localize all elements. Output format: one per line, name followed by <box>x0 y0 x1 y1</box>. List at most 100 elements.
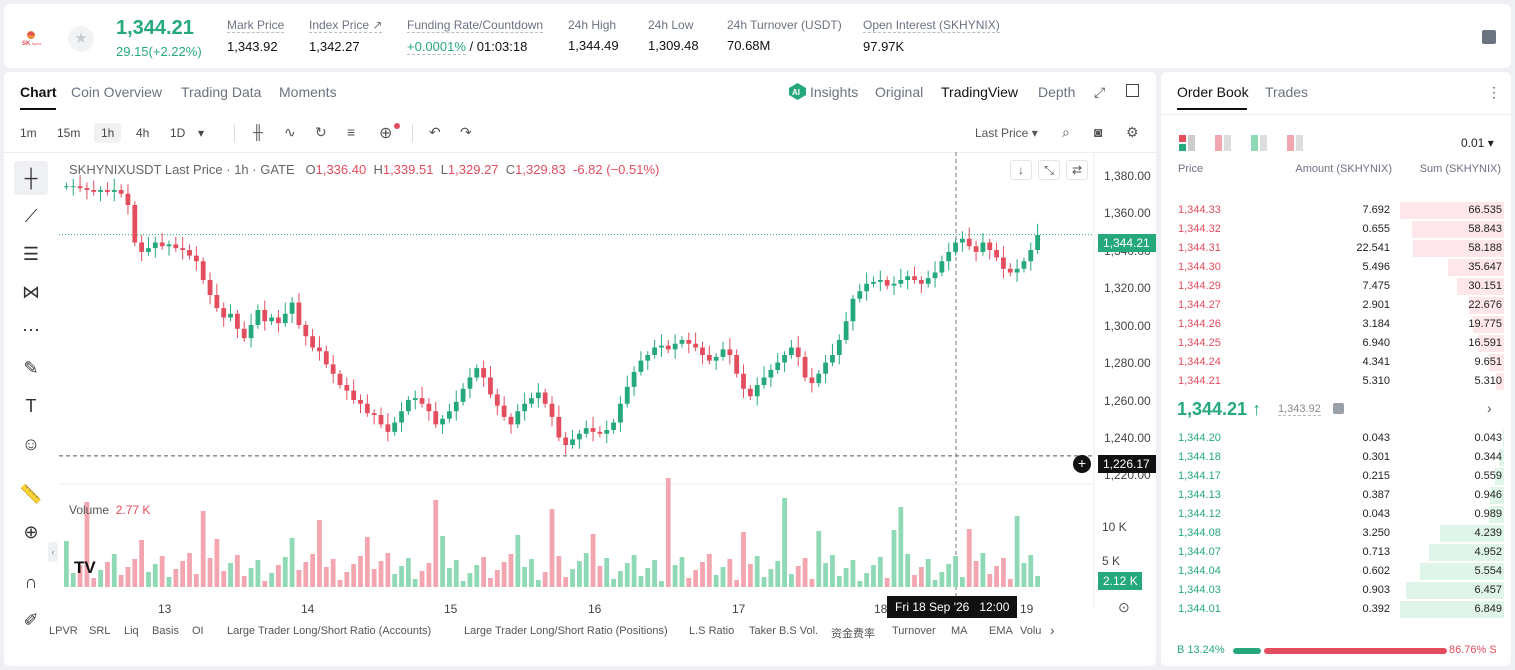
horizontal-lines-tool-icon[interactable]: ☰ <box>22 243 40 264</box>
add-order-icon[interactable]: + <box>1073 455 1091 473</box>
view-grouped-icon[interactable] <box>1287 135 1303 156</box>
templates-icon[interactable]: ≡ <box>347 124 356 140</box>
indicator-tab[interactable]: Turnover <box>892 625 936 637</box>
bid-row[interactable]: 1,344.04 0.602 5.554 <box>1174 562 1504 581</box>
tf-15m[interactable]: 15m <box>57 126 81 140</box>
view-asks-icon[interactable] <box>1215 135 1231 156</box>
chevron-down-icon[interactable]: ▾ <box>198 126 205 140</box>
more-menu-icon[interactable]: ⋮ <box>1487 84 1501 100</box>
text-tool-icon[interactable]: T <box>25 395 37 416</box>
collapse-toolbar-button[interactable]: ‹ <box>48 542 58 562</box>
indicator-tab[interactable]: Liq <box>124 625 139 637</box>
row-price: 1,344.26 <box>1178 318 1221 330</box>
ask-row[interactable]: 1,344.33 7.692 66.535 <box>1174 201 1504 220</box>
chevron-right-icon[interactable]: › <box>1050 622 1055 638</box>
buy-ratio-fill <box>1233 648 1261 654</box>
ask-row[interactable]: 1,344.30 5.496 35.647 <box>1174 258 1504 277</box>
ask-row[interactable]: 1,344.29 7.475 30.151 <box>1174 277 1504 296</box>
candle-body <box>754 385 760 397</box>
fullscreen-icon[interactable]: ⤢ <box>1094 84 1106 100</box>
pencil-lock-icon[interactable]: ✐ <box>23 609 39 630</box>
tab-moments[interactable]: Moments <box>279 84 337 100</box>
crosshair-tool-icon[interactable]: ┼ <box>14 161 48 195</box>
tab-tradingview[interactable]: TradingView <box>941 84 1019 100</box>
candles-icon[interactable]: ╫ <box>253 124 263 140</box>
favorite-star-icon[interactable]: ★ <box>68 26 94 52</box>
ask-row[interactable]: 1,344.24 4.341 9.651 <box>1174 353 1504 372</box>
search-icon[interactable]: ⌕ <box>1062 124 1070 140</box>
undo-icon[interactable]: ↶ <box>429 124 441 140</box>
tab-original[interactable]: Original <box>875 84 924 100</box>
indicator-tab[interactable]: Basis <box>152 625 179 637</box>
bid-row[interactable]: 1,344.17 0.215 0.559 <box>1174 467 1504 486</box>
pattern-tool-icon[interactable]: ⋈ <box>22 281 40 302</box>
indicator-tab[interactable]: 资金费率 <box>831 628 875 640</box>
tf-1d[interactable]: 1D <box>170 126 186 140</box>
compare-icon[interactable]: ↻ <box>315 124 327 140</box>
book-icon[interactable] <box>1482 30 1496 44</box>
indicator-tab[interactable]: Volu <box>1020 625 1042 637</box>
bid-row[interactable]: 1,344.20 0.043 0.043 <box>1174 429 1504 448</box>
candle-body <box>529 398 534 404</box>
tab-order-book[interactable]: Order Book <box>1177 84 1249 100</box>
ask-row[interactable]: 1,344.31 22.541 58.188 <box>1174 239 1504 258</box>
tf-4h[interactable]: 4h <box>136 126 150 140</box>
ask-row[interactable]: 1,344.26 3.184 19.775 <box>1174 315 1504 334</box>
tab-trades[interactable]: Trades <box>1265 84 1309 100</box>
indicator-tab[interactable]: EMA <box>989 625 1013 637</box>
tab-chart[interactable]: Chart <box>20 84 57 100</box>
indicator-tab[interactable]: SRL <box>89 625 111 637</box>
tab-coin-overview[interactable]: Coin Overview <box>71 84 163 100</box>
chart-settings-icon[interactable]: ⊙ <box>1118 599 1130 615</box>
zoom-in-tool-icon[interactable]: ⊕ <box>23 521 39 542</box>
candle-body <box>447 411 452 419</box>
bid-row[interactable]: 1,344.08 3.250 4.239 <box>1174 524 1504 543</box>
trend-line-tool-icon[interactable]: ⟋ <box>24 205 38 226</box>
row-price: 1,344.04 <box>1178 565 1221 577</box>
precision-select[interactable]: 0.01 ▾ <box>1461 136 1494 150</box>
bid-row[interactable]: 1,344.18 0.301 0.344 <box>1174 448 1504 467</box>
ruler-tool-icon[interactable]: 📏 <box>19 483 43 504</box>
scroll-down-icon[interactable]: ↓ <box>1010 160 1032 180</box>
settings-gear-icon[interactable]: ⚙ <box>1126 124 1139 140</box>
indicator-tab[interactable]: OI <box>192 625 204 637</box>
stat-index-price[interactable]: Index Price ↗ 1,342.27 <box>309 18 383 54</box>
ask-row[interactable]: 1,344.25 6.940 16.591 <box>1174 334 1504 353</box>
camera-icon[interactable]: ◙ <box>1094 124 1103 140</box>
tab-trading-data[interactable]: Trading Data <box>181 84 262 100</box>
window-icon[interactable] <box>1126 84 1139 97</box>
indicator-tab[interactable]: MA <box>951 625 968 637</box>
bid-row[interactable]: 1,344.01 0.392 6.849 <box>1174 600 1504 619</box>
bid-row[interactable]: 1,344.13 0.387 0.946 <box>1174 486 1504 505</box>
view-bids-icon[interactable] <box>1251 135 1267 156</box>
tab-insights[interactable]: Insights <box>810 84 859 100</box>
indicator-tab[interactable]: Taker B.S Vol. <box>749 625 819 637</box>
redo-icon[interactable]: ↷ <box>460 124 472 140</box>
ask-row[interactable]: 1,344.21 5.310 5.310 <box>1174 372 1504 391</box>
fib-tool-icon[interactable]: ⋯ <box>22 319 40 340</box>
view-both-icon[interactable] <box>1179 135 1195 156</box>
chevron-right-icon[interactable]: › <box>1487 400 1492 416</box>
indicator-tab[interactable]: Large Trader Long/Short Ratio (Positions… <box>464 625 668 637</box>
swap-icon[interactable]: ⇄ <box>1066 160 1088 180</box>
bid-row[interactable]: 1,344.03 0.903 6.457 <box>1174 581 1504 600</box>
bid-row[interactable]: 1,344.12 0.043 0.989 <box>1174 505 1504 524</box>
candle-body <box>193 255 199 262</box>
indicator-tab[interactable]: LPVR <box>49 625 78 637</box>
ask-row[interactable]: 1,344.32 0.655 58.843 <box>1174 220 1504 239</box>
candlestick-chart[interactable] <box>59 152 1156 607</box>
indicators-icon[interactable]: ∿ <box>284 124 296 140</box>
ask-row[interactable]: 1,344.27 2.901 22.676 <box>1174 296 1504 315</box>
add-alert-icon[interactable]: ⊕ <box>379 125 393 142</box>
last-price-select[interactable]: Last Price ▾ <box>975 126 1038 140</box>
indicator-tab[interactable]: L.S Ratio <box>689 625 735 637</box>
emoji-tool-icon[interactable]: ☺ <box>21 433 41 454</box>
collapse-icon[interactable]: ⤡ <box>1038 160 1060 180</box>
magnet-tool-icon[interactable]: ∩ <box>24 571 38 592</box>
indicator-tab[interactable]: Large Trader Long/Short Ratio (Accounts) <box>227 625 432 637</box>
tf-1m[interactable]: 1m <box>20 126 37 140</box>
tf-1h[interactable]: 1h <box>94 123 122 143</box>
tab-depth[interactable]: Depth <box>1038 84 1076 100</box>
brush-tool-icon[interactable]: ✎ <box>23 357 39 378</box>
bid-row[interactable]: 1,344.07 0.713 4.952 <box>1174 543 1504 562</box>
